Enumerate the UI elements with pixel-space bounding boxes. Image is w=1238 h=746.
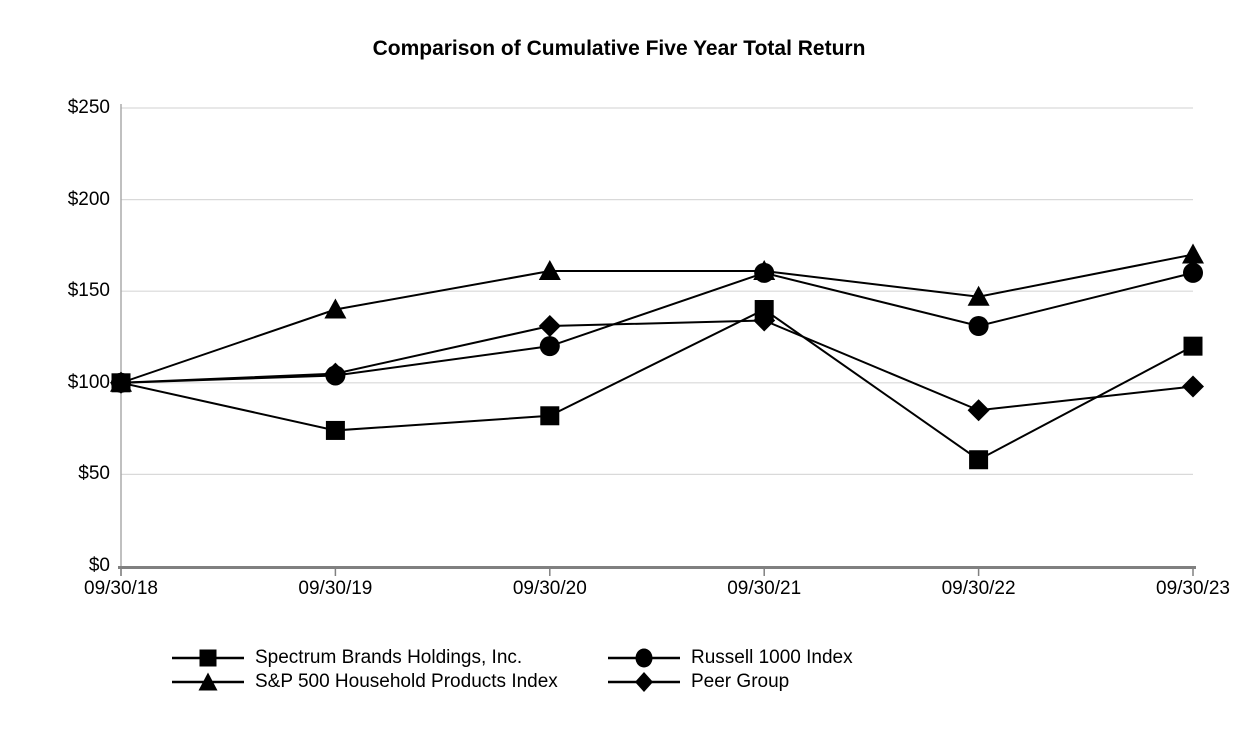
marker-circle [539,336,560,357]
x-tick-label: 09/30/18 [84,578,158,599]
x-tick-label: 09/30/21 [727,578,802,599]
legend-marker-diamond [608,672,680,692]
legend-label: Russell 1000 Index [691,647,853,668]
marker-triangle [538,260,561,281]
legend-item: Spectrum Brands Holdings, Inc. [170,645,522,671]
y-tick-label: $50 [78,463,110,485]
marker-circle [325,365,346,386]
series-line-square [120,308,1194,461]
y-tick-label: $200 [67,188,110,210]
legend-label: Peer Group [691,671,790,692]
legend-label: Spectrum Brands Holdings, Inc. [255,647,523,668]
marker-triangle [967,285,990,306]
marker-square [540,406,560,426]
marker-square [754,300,774,320]
marker-diamond [967,399,990,422]
legend-marker-triangle [172,672,244,691]
x-tick-label: 09/30/23 [1156,578,1230,599]
chart-title: Comparison of Cumulative Five Year Total… [372,37,866,60]
series-line-circle [120,271,1194,384]
marker-circle [754,262,775,283]
series-line-diamond [120,319,1194,412]
marker-diamond [538,315,561,338]
marker-triangle [1182,243,1204,264]
marker-square [969,450,989,470]
y-tick-label: $250 [67,97,110,118]
marker-square [325,420,345,440]
y-tick-label: $150 [67,280,110,302]
marker-triangle [324,298,347,319]
legend-item: Russell 1000 Index [606,645,853,671]
legend-marker-circle [608,648,680,668]
legend-item: Peer Group [606,669,789,695]
marker-square [1183,336,1203,356]
legend-label: S&P 500 Household Products Index [255,671,558,692]
marker-diamond [1182,375,1204,398]
x-tick-label: 09/30/22 [941,578,1016,599]
legend-marker-square [172,649,244,667]
series-line-triangle [120,253,1194,384]
marker-square [111,373,131,393]
marker-circle [968,316,989,337]
x-tick-label: 09/30/19 [298,578,373,599]
y-tick-label: $100 [67,371,110,393]
y-tick-label: $0 [88,555,110,576]
marker-circle [1183,262,1203,283]
legend-item: S&P 500 Household Products Index [170,669,558,695]
x-tick-label: 09/30/20 [512,578,587,599]
